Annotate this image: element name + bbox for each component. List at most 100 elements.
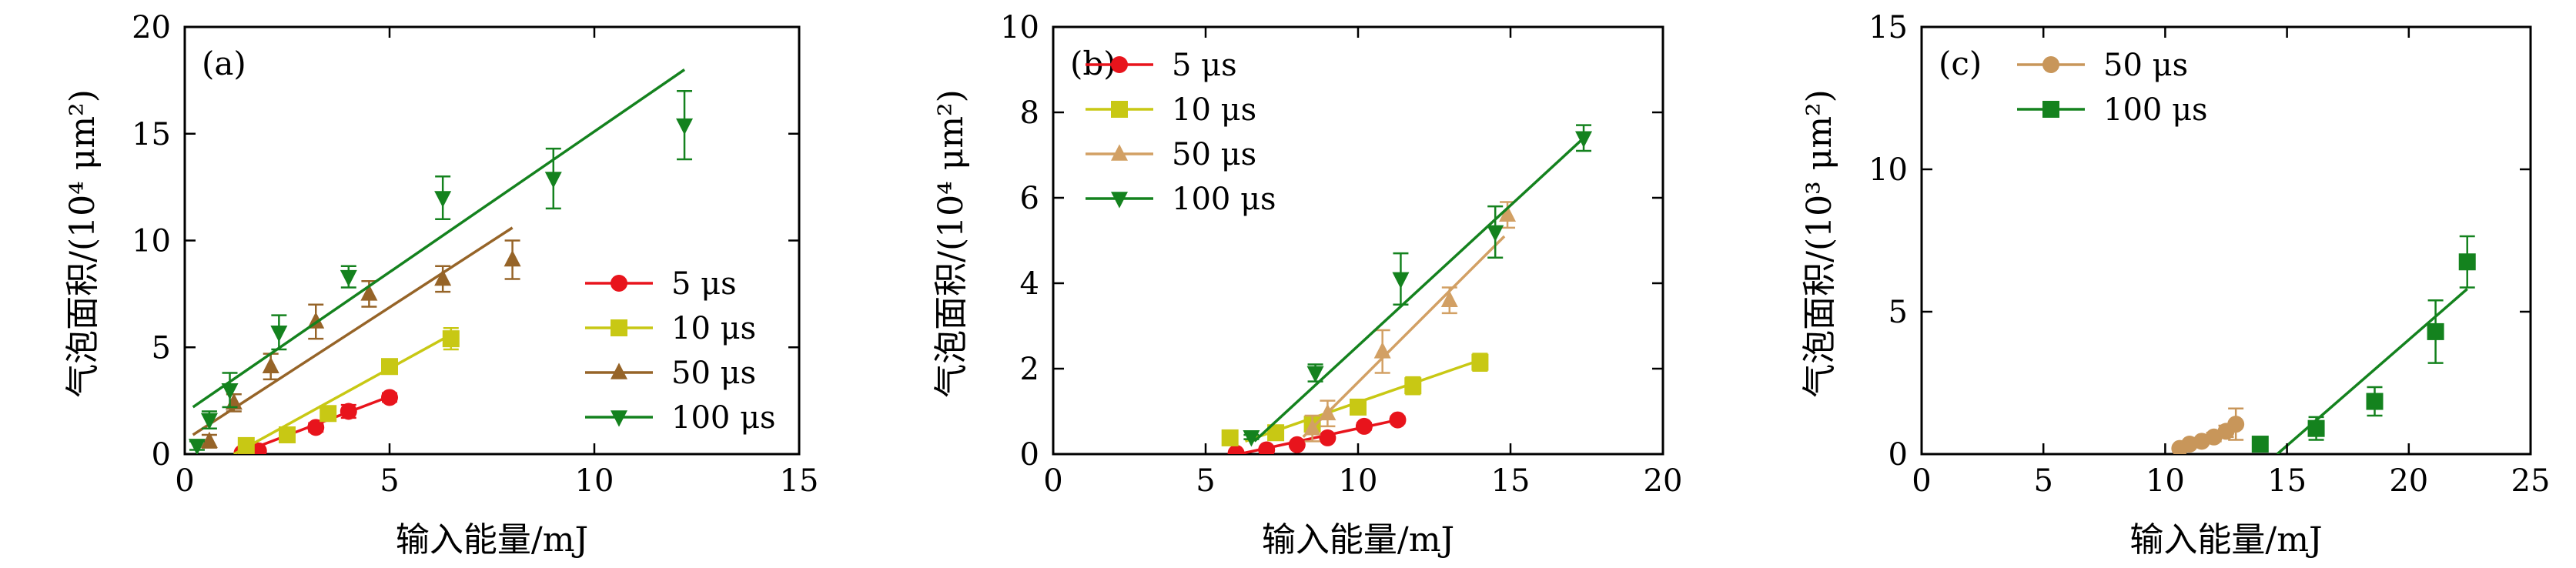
legend-a: 5 μs 10 μs 50 μs 100 μs [585, 266, 776, 436]
series-0 [2171, 407, 2245, 454]
legend-item: 50 μs [2017, 48, 2188, 83]
data-point [1575, 131, 1593, 148]
axis-ticks-a: 0 5 10 15 0 5 10 15 20 [132, 10, 818, 499]
y-tick-label: 0 [1889, 437, 1908, 473]
x-tick-label: 20 [2389, 463, 2428, 499]
fit-line [1253, 137, 1585, 443]
legend-b: 5 μs 10 μs 50 μs 100 μs [1086, 48, 1276, 217]
y-tick-label: 10 [1000, 10, 1039, 45]
fit-line [233, 331, 456, 454]
legend-marker [611, 319, 627, 336]
series-0 [233, 389, 398, 454]
data-point [1440, 290, 1458, 307]
fit-line [192, 226, 514, 436]
data-point [381, 389, 398, 406]
data-point [676, 118, 694, 135]
y-tick-label: 0 [1020, 437, 1039, 473]
legend-marker [1111, 192, 1128, 209]
data-point [1227, 444, 1245, 454]
data-point [1350, 398, 1367, 416]
legend-item: 50 μs [1086, 137, 1256, 172]
y-axis-label-c: 气泡面积/(10³ μm²) [1800, 89, 1839, 398]
data-marks-c [2171, 235, 2476, 454]
legend-label: 50 μs [2103, 48, 2188, 83]
y-axis-label-a: 气泡面积/(10⁴ μm²) [63, 89, 102, 398]
x-tick-label: 5 [380, 463, 399, 499]
legend-label: 50 μs [671, 356, 756, 391]
data-point [200, 431, 218, 449]
legend-item: 50 μs [585, 356, 756, 391]
y-tick-label: 10 [1868, 152, 1908, 188]
x-axis-label-c: 输入能量/mJ [2129, 520, 2322, 560]
data-point [307, 419, 325, 436]
series-2 [1302, 201, 1517, 443]
legend-item: 100 μs [1086, 182, 1276, 217]
legend-label: 10 μs [671, 311, 756, 346]
y-tick-label: 5 [1889, 295, 1908, 330]
data-point [1355, 417, 1373, 435]
x-tick-label: 10 [575, 463, 614, 499]
y-tick-label: 8 [1020, 95, 1039, 131]
data-point [1404, 377, 1422, 395]
panel-label-a: (a) [202, 45, 246, 82]
data-point [1389, 411, 1407, 429]
x-tick-label: 15 [2267, 463, 2307, 499]
legend-label: 10 μs [1172, 92, 1256, 128]
series-3 [1243, 124, 1593, 447]
x-axis-label-b: 输入能量/mJ [1262, 520, 1454, 560]
legend-item: 5 μs [585, 266, 737, 302]
legend-marker [611, 410, 627, 427]
data-point [1471, 353, 1489, 371]
data-point [340, 269, 357, 287]
x-tick-label: 20 [1644, 463, 1683, 499]
legend-marker [1111, 56, 1128, 73]
data-point [544, 172, 562, 189]
axis-ticks-c: 0 5 10 15 20 25 0 5 10 15 [1868, 10, 2550, 499]
x-tick-label: 15 [780, 463, 819, 499]
data-point [2366, 393, 2384, 410]
data-point [340, 403, 357, 420]
data-point [1487, 225, 1504, 242]
x-tick-label: 0 [175, 463, 194, 499]
series-1 [1221, 352, 1489, 446]
panel-label-c: (c) [1939, 45, 1982, 82]
panel-a: 0 5 10 15 0 5 10 15 20 (a) 输入能量/mJ 气泡面积/(10⁴ μm²… [63, 10, 818, 560]
series-3 [188, 68, 694, 454]
legend-item: 10 μs [585, 311, 756, 346]
axis-ticks-b: 0 5 10 15 20 0 2 4 6 8 10 [1000, 10, 1682, 499]
legend-label: 100 μs [1172, 182, 1276, 217]
y-tick-label: 4 [1020, 266, 1039, 302]
data-point [1306, 366, 1324, 383]
legend-item: 10 μs [1086, 92, 1256, 128]
data-point [1243, 430, 1260, 447]
legend-item: 100 μs [585, 400, 776, 436]
data-point [1499, 205, 1517, 222]
data-point [237, 436, 255, 454]
legend-marker [1111, 144, 1128, 161]
x-tick-label: 0 [1043, 463, 1062, 499]
data-point [221, 383, 239, 400]
y-tick-label: 0 [152, 437, 171, 473]
y-tick-label: 5 [152, 330, 171, 366]
plot-area-c [1920, 25, 2532, 456]
data-point [1392, 272, 1410, 289]
data-point [270, 326, 288, 342]
data-point [442, 330, 460, 348]
fit-line [192, 68, 686, 409]
data-marks-b [1221, 124, 1593, 454]
data-point [2251, 436, 2269, 453]
data-point [2307, 419, 2325, 437]
data-point [279, 426, 296, 444]
panel-c: 0 5 10 15 20 25 0 5 10 15 (c) 输入能量/mJ 气泡面积/(10³ μ… [1800, 10, 2550, 560]
y-tick-label: 20 [132, 10, 171, 45]
legend-label: 100 μs [671, 400, 776, 436]
legend-label: 5 μs [671, 266, 737, 302]
data-marks-a [188, 68, 694, 454]
legend-c: 50 μs 100 μs [2017, 48, 2208, 128]
data-point [2427, 322, 2444, 340]
data-point [360, 284, 378, 301]
series-1 [233, 327, 460, 454]
legend-marker [1111, 101, 1128, 118]
